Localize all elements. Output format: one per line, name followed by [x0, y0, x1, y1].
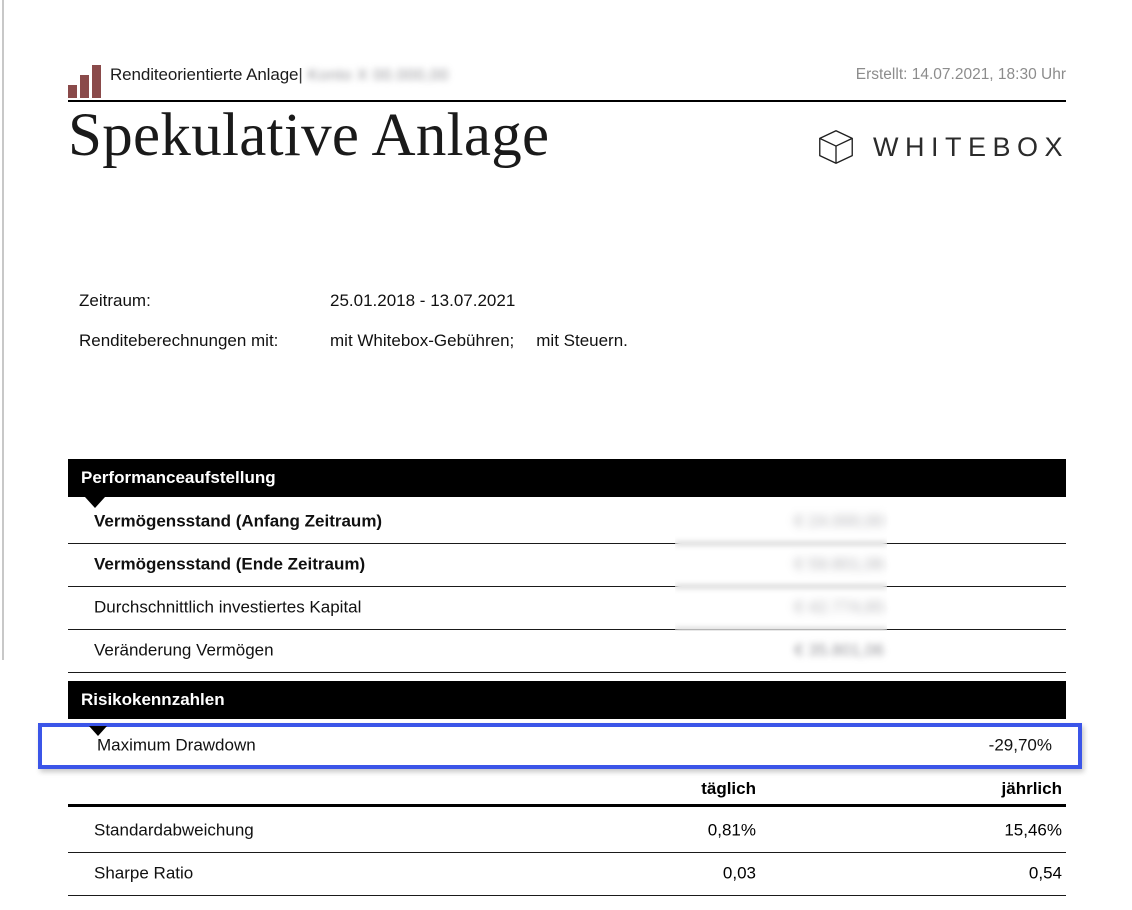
table-row: Veränderung Vermögen € 35.801,06 [68, 630, 1066, 673]
calculation-label: Renditeberechnungen mit: [79, 331, 279, 350]
calculation-value-fees: mit Whitebox-Gebühren; [330, 331, 515, 350]
row-value-yearly: 15,46% [1004, 820, 1062, 840]
section-header-risk: Risikokennzahlen [68, 681, 1066, 719]
row-value: -29,70% [988, 735, 1052, 755]
cube-icon [819, 130, 853, 164]
meta-row-calculation: Renditeberechnungen mit: mit Whitebox-Ge… [79, 331, 979, 371]
whitebox-wordmark: WHITEBOX [873, 131, 1070, 162]
row-label: Sharpe Ratio [94, 863, 194, 883]
table-row: Durchschnittlich investiertes Kapital € … [68, 587, 1066, 630]
calculation-value-taxes: mit Steuern. [536, 331, 628, 350]
section-header-performance: Performanceaufstellung [68, 459, 1066, 508]
row-label: Standardabweichung [94, 820, 254, 840]
table-row: Vermögensstand (Anfang Zeitraum) € 24.00… [68, 501, 1066, 544]
section-header-performance-label: Performanceaufstellung [81, 468, 276, 487]
section-notch-icon [85, 497, 105, 508]
row-label: Maximum Drawdown [97, 735, 256, 755]
document-header-bar: Renditeorientierte Anlage| Konto X 00.000… [68, 60, 1066, 102]
highlighted-row-maximum-drawdown[interactable]: Maximum Drawdown -29,70% [38, 723, 1082, 769]
row-label: Durchschnittlich investiertes Kapital [94, 597, 362, 617]
column-header-yearly: jährlich [1001, 779, 1062, 798]
calculation-values: mit Whitebox-Gebühren; mit Steuern. [330, 331, 628, 351]
table-column-headers: täglich jährlich [68, 772, 1066, 807]
row-label: Veränderung Vermögen [94, 640, 274, 660]
row-label: Vermögensstand (Anfang Zeitraum) [94, 511, 383, 531]
whitebox-logo: WHITEBOX [815, 125, 1063, 169]
section-header-risk-label: Risikokennzahlen [81, 690, 225, 709]
period-value: 25.01.2018 - 13.07.2021 [330, 291, 516, 310]
row-value: € 35.801,06 [794, 640, 884, 660]
header-redacted-account: Konto X 00.000,00 [307, 66, 449, 84]
section-notch-icon [89, 726, 107, 736]
page-title: Spekulative Anlage [68, 102, 550, 169]
bar-chart-icon [68, 65, 104, 98]
table-row: Sharpe Ratio 0,03 0,54 [68, 853, 1066, 896]
row-value: € 42.774,65 [794, 597, 884, 617]
header-strategy-line: Renditeorientierte Anlage| Konto X 00.000… [110, 65, 449, 85]
table-row: Standardabweichung 0,81% 15,46% [68, 810, 1066, 853]
row-value-yearly: 0,54 [1028, 863, 1062, 883]
header-separator: | [298, 65, 303, 84]
row-label: Vermögensstand (Ende Zeitraum) [94, 554, 366, 574]
page-left-edge [2, 0, 4, 660]
row-value-daily: 0,81% [707, 820, 756, 840]
period-label: Zeitraum: [79, 291, 151, 310]
meta-row-period: Zeitraum: 25.01.2018 - 13.07.2021 [79, 291, 979, 331]
report-meta: Zeitraum: 25.01.2018 - 13.07.2021 Rendit… [79, 291, 979, 371]
table-row: Vermögensstand (Ende Zeitraum) € 59.801,… [68, 544, 1066, 587]
row-value: € 59.801,06 [794, 554, 884, 574]
column-header-daily: täglich [701, 779, 756, 798]
created-timestamp: Erstellt: 14.07.2021, 18:30 Uhr [855, 66, 1066, 83]
header-strategy-label: Renditeorientierte Anlage [110, 65, 299, 84]
row-value-daily: 0,03 [722, 863, 756, 883]
row-value: € 24.000,00 [794, 511, 884, 531]
